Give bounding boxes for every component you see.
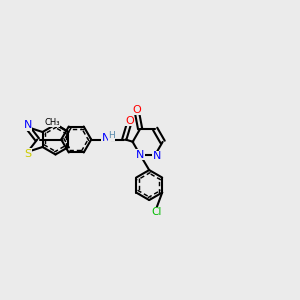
Text: N: N (23, 120, 32, 130)
Text: N: N (136, 150, 144, 160)
Text: O: O (133, 105, 141, 115)
Text: S: S (24, 149, 31, 159)
Text: N: N (101, 133, 110, 143)
Text: H: H (108, 131, 115, 140)
Text: CH₃: CH₃ (44, 118, 60, 127)
Text: Cl: Cl (152, 207, 162, 217)
Text: N: N (152, 152, 161, 161)
Text: O: O (125, 116, 134, 126)
